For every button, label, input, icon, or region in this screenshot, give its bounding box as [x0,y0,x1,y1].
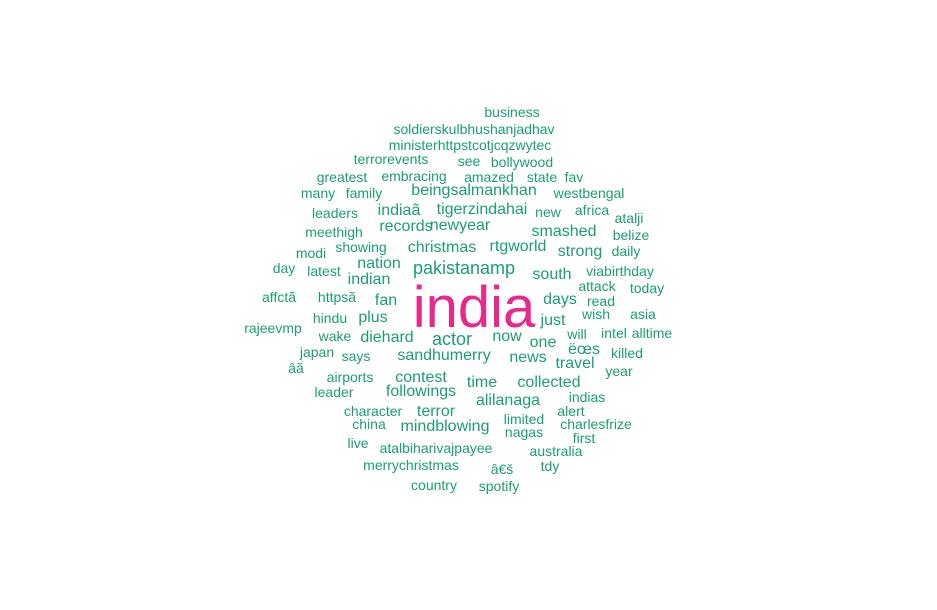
word-fan: fan [374,292,398,309]
word-time: time [466,374,498,391]
word-terrorevents: terrorevents [353,151,429,167]
word-today: today [629,280,665,296]
word-killed: killed [611,345,643,361]
word-alltime: alltime [631,325,673,341]
word-alilanaga: alilanaga [475,392,541,409]
word-alert: alert [557,403,585,419]
word-airports: airports [326,369,374,385]
word-africa: africa [574,202,610,218]
word-limited: limited [503,411,545,427]
word-soldierskulbhushanjadhav: soldierskulbhushanjadhav [393,121,555,137]
word-one: one [529,334,557,351]
word-says: says [341,348,371,364]
word-plus: plus [358,309,388,326]
word-india: india [412,275,536,340]
word-sandhumerry: sandhumerry [397,347,491,364]
word-glyph-91: â€š [490,461,514,477]
word-tdy: tdy [540,458,560,474]
word-contest: contest [395,369,447,386]
word-pakistanamp: pakistanamp [412,258,516,278]
word-character: character [343,403,403,419]
word-ministerhttpstcotjcqzwytec: ministerhttpstcotjcqzwytec [388,137,552,153]
word-embracing: embracing [381,168,447,184]
word-wake: wake [318,328,352,344]
word-days: days [543,291,577,308]
word-glyph-67: âã [288,360,304,376]
word-just: just [540,312,566,329]
word-records: records [379,218,433,235]
word-leader: leader [314,384,354,400]
word-state: state [526,169,558,185]
word-affct: affctã [262,289,296,305]
word-collected: collected [517,374,581,391]
word-s: ëœs [568,341,600,358]
word-greatest: greatest [316,169,368,185]
word-modi: modi [295,245,327,261]
word-amazed: amazed [464,169,514,185]
word-charlesfrize: charlesfrize [560,416,632,432]
word-actor: actor [431,329,473,349]
word-business: business [484,104,540,120]
word-attack: attack [578,278,616,294]
word-indias: indias [568,389,606,405]
word-many: many [300,185,336,201]
word-atalbiharivajpayee: atalbiharivajpayee [379,440,493,456]
word-intel: intel [601,325,627,341]
word-strong: strong [557,243,603,260]
word-showing: showing [335,239,387,255]
word-terror: terror [416,403,456,420]
word-live: live [347,435,369,451]
word-now: now [492,328,522,345]
word-spotify: spotify [478,478,520,494]
word-year: year [605,363,633,379]
word-family: family [345,185,383,201]
word-new: new [535,204,561,220]
word-diehard: diehard [360,329,414,346]
word-wish: wish [581,306,611,322]
word-bollywood: bollywood [490,154,554,170]
word-japan: japan [299,344,335,360]
word-newyear: newyear [429,217,491,234]
word-viabirthday: viabirthday [586,263,654,279]
word-fav: fav [564,169,584,185]
word-day: day [272,260,296,276]
word-nation: nation [357,255,401,272]
word-see: see [457,153,481,169]
word-read: read [586,293,616,309]
word-nagas: nagas [504,424,544,440]
word-rajeevmp: rajeevmp [244,320,302,336]
word-will: will [567,326,587,342]
word-tigerzindahai: tigerzindahai [436,201,528,218]
word-leaders: leaders [312,205,358,221]
word-asia: asia [630,306,656,322]
word-indian: indian [347,271,391,288]
word-australia: australia [529,443,583,459]
word-belize: belize [612,227,650,243]
word-south: south [532,266,572,283]
word-merrychristmas: merrychristmas [363,457,459,473]
word-beingsalmankhan: beingsalmankhan [411,182,537,199]
word-westbengal: westbengal [553,185,625,201]
word-hindu: hindu [312,310,348,326]
word-meethigh: meethigh [305,224,363,240]
word-travel: travel [555,355,595,372]
word-smashed: smashed [531,223,597,240]
word-india: indiaã [377,202,421,219]
word-country: country [411,477,457,493]
word-daily: daily [611,243,641,259]
word-news: news [509,349,547,366]
word-christmas: christmas [407,239,477,256]
word-latest: latest [307,263,341,279]
word-mindblowing: mindblowing [400,418,490,435]
word-first: first [572,430,596,446]
word-china: china [352,416,386,432]
word-atalji: atalji [614,210,644,226]
word-followings: followings [385,383,457,400]
word-rtgworld: rtgworld [489,238,547,255]
word-https: httpsã [317,289,357,305]
